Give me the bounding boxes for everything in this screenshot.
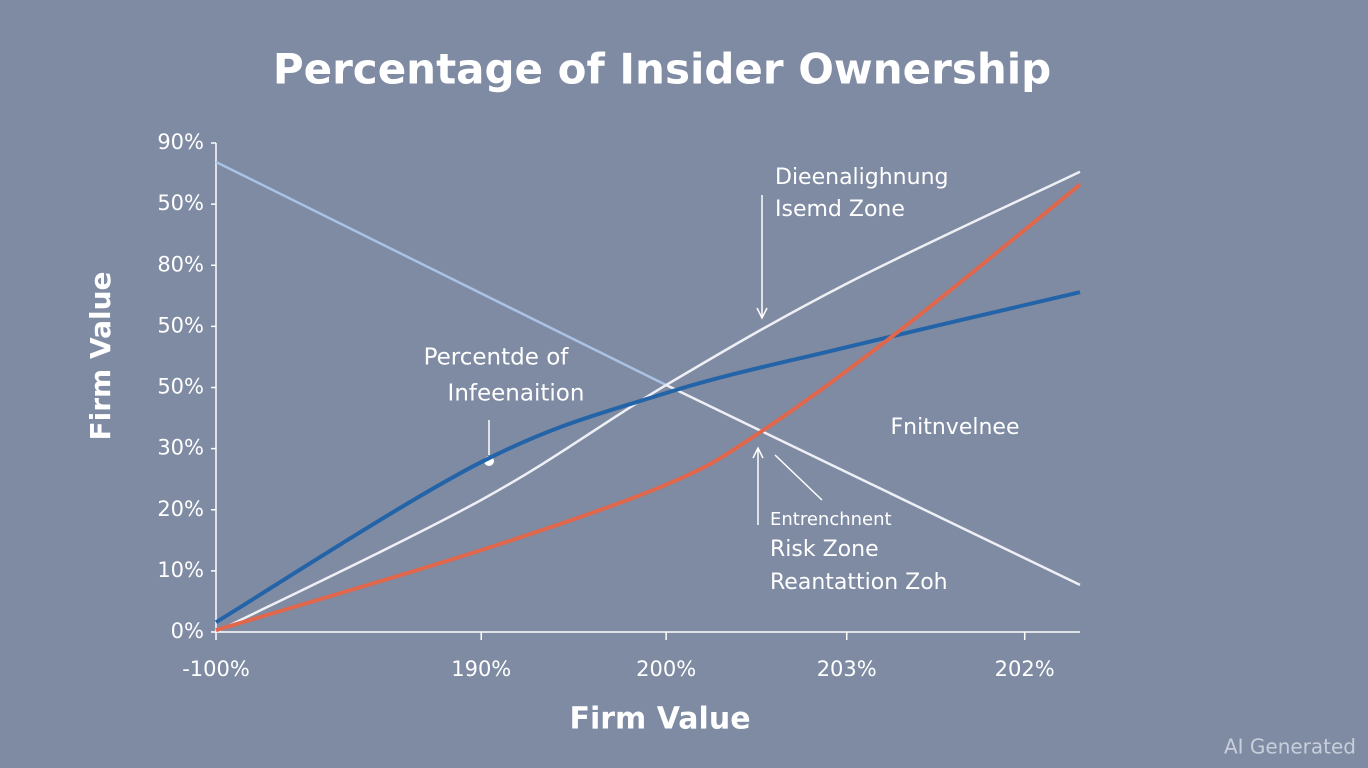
x-axis-label: Firm Value <box>569 702 750 737</box>
annotation: Entrenchnent <box>770 509 892 530</box>
annotation: Dieenalighnung <box>775 165 948 190</box>
y-tick-label: 30% <box>157 436 204 460</box>
y-tick-label: 0% <box>171 619 204 643</box>
chart-title: Percentage of Insider Ownership <box>273 45 1051 94</box>
arrows <box>488 195 823 525</box>
arrow-head <box>756 307 768 320</box>
annotation: Infeenaition <box>448 381 585 407</box>
y-tick-label: 10% <box>157 558 204 582</box>
y-tick-label: 20% <box>157 497 204 521</box>
arrow-head <box>752 446 764 459</box>
annotation: Fnitnvelnee <box>891 415 1020 440</box>
x-tick-label: -100% <box>182 657 250 681</box>
x-tick-label: 200% <box>636 657 696 681</box>
y-axis-label: Firm Value <box>84 271 117 440</box>
series-line <box>215 183 1082 633</box>
series-line <box>215 170 1081 634</box>
x-tick-label: 202% <box>995 657 1055 681</box>
series-line <box>215 160 667 387</box>
series-line <box>214 290 1081 624</box>
watermark: AI Generated <box>1224 735 1356 759</box>
annotation: Reantattion Zoh <box>770 570 948 595</box>
annotation: Percentde of <box>424 345 570 371</box>
y-tick-label: 90% <box>157 130 204 154</box>
annotation: Risk Zone <box>770 537 879 562</box>
y-tick-label: 50% <box>157 375 204 399</box>
x-tick-label: 190% <box>451 657 511 681</box>
y-tick-label: 80% <box>157 252 204 276</box>
x-tick-label: 203% <box>817 657 877 681</box>
arrow <box>774 454 823 501</box>
y-tick-label: 50% <box>157 191 204 215</box>
series-line <box>665 383 1081 587</box>
y-tick-label: 50% <box>157 313 204 337</box>
annotation: Isemd Zone <box>775 197 905 222</box>
